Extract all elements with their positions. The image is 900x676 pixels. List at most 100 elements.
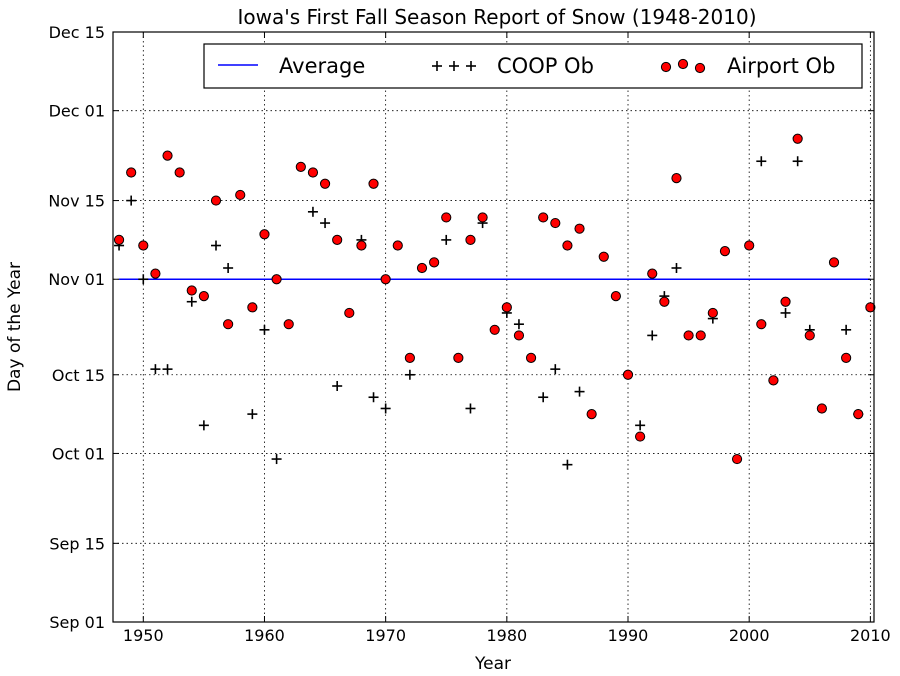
airport-point xyxy=(635,431,646,442)
legend-airport-label: Airport Ob xyxy=(727,54,835,78)
airport-point xyxy=(368,178,379,189)
coop-point xyxy=(150,364,161,375)
airport-point xyxy=(586,408,597,420)
x-tick-label: 1960 xyxy=(244,626,285,645)
airport-point xyxy=(259,229,270,240)
airport-point xyxy=(489,324,500,335)
legend-airport-markers xyxy=(660,58,706,74)
chart-title: Iowa's First Fall Season Report of Snow … xyxy=(237,5,756,29)
coop-point xyxy=(271,454,282,465)
coop-point xyxy=(441,234,452,245)
airport-point xyxy=(441,212,452,223)
airport-point xyxy=(719,246,731,257)
legend-airport-marker xyxy=(694,62,706,74)
coop-point xyxy=(538,392,549,403)
coop-point xyxy=(307,206,318,217)
airport-point xyxy=(816,403,827,414)
airport-point xyxy=(356,240,367,251)
coop-point xyxy=(368,392,379,403)
legend: Average COOP Ob Airport Ob xyxy=(203,43,863,89)
legend-coop-label: COOP Ob xyxy=(497,54,594,78)
coop-point xyxy=(635,420,646,431)
coop-point xyxy=(780,307,791,318)
airport-markers xyxy=(113,133,876,465)
airport-point xyxy=(671,172,682,184)
airport-point xyxy=(126,167,137,178)
airport-point xyxy=(610,290,621,302)
y-tick-label: Oct 15 xyxy=(52,366,105,385)
y-tick-label: Oct 01 xyxy=(52,444,105,463)
coop-point xyxy=(647,330,658,341)
airport-point xyxy=(404,352,415,364)
y-tick-label: Dec 15 xyxy=(49,23,105,42)
x-axis-label: Year xyxy=(474,654,511,674)
airport-point xyxy=(659,296,670,307)
x-tick-label: 1990 xyxy=(608,626,649,645)
airport-point xyxy=(453,352,464,364)
coop-point xyxy=(465,403,476,414)
airport-point xyxy=(707,307,718,319)
airport-point xyxy=(622,369,634,380)
airport-point xyxy=(344,307,355,319)
coop-point xyxy=(186,296,197,307)
x-tick-label: 1970 xyxy=(365,626,406,645)
y-tick-label: Nov 15 xyxy=(48,192,105,211)
coop-point xyxy=(841,324,852,335)
coop-point xyxy=(513,319,524,330)
legend-coop-marker xyxy=(449,61,459,71)
airport-point xyxy=(744,240,755,251)
airport-point xyxy=(550,217,561,229)
airport-point xyxy=(138,240,149,251)
x-tick-label: 2000 xyxy=(729,626,770,645)
legend-coop-marker xyxy=(432,61,442,71)
airport-point xyxy=(768,375,779,386)
airport-point xyxy=(319,178,331,189)
tick-layer: 1950 1960 1970 1980 1990 2000 2010 Sep 01 Sep 15… xyxy=(48,23,890,645)
y-tick-label: Dec 01 xyxy=(49,102,105,121)
airport-point xyxy=(525,352,537,364)
airport-point xyxy=(731,453,743,465)
coop-point xyxy=(550,364,561,375)
coop-point xyxy=(671,263,682,273)
airport-point xyxy=(828,257,840,268)
airport-point xyxy=(295,161,306,172)
y-axis-label: Day of the Year xyxy=(5,262,25,392)
airport-point xyxy=(465,234,476,246)
coop-point xyxy=(211,240,222,251)
airport-point xyxy=(853,408,864,420)
airport-point xyxy=(538,212,549,223)
legend-average-label: Average xyxy=(279,54,365,78)
coop-point xyxy=(562,459,573,470)
coop-point xyxy=(138,274,149,285)
airport-point xyxy=(865,302,876,313)
coop-point xyxy=(162,364,173,375)
coop-point xyxy=(223,263,234,273)
airport-point xyxy=(695,330,706,341)
airport-point xyxy=(501,302,512,313)
coop-point xyxy=(332,381,343,391)
coop-markers xyxy=(114,156,864,470)
airport-point xyxy=(792,133,803,144)
airport-point xyxy=(756,319,767,330)
coop-point xyxy=(404,369,415,380)
airport-point xyxy=(210,195,222,206)
airport-point xyxy=(780,296,791,307)
airport-point xyxy=(598,251,609,262)
airport-point xyxy=(307,167,319,178)
airport-point xyxy=(332,234,343,246)
airport-point xyxy=(513,330,525,341)
airport-point xyxy=(186,285,197,296)
airport-point xyxy=(271,274,282,285)
legend-coop-markers xyxy=(432,61,476,71)
airport-point xyxy=(841,352,852,364)
coop-point xyxy=(792,156,803,167)
legend-box xyxy=(203,43,863,89)
coop-point xyxy=(574,386,585,397)
airport-point xyxy=(162,150,173,161)
x-tick-label: 2010 xyxy=(850,626,891,645)
airport-point xyxy=(198,290,209,302)
coop-point xyxy=(320,218,331,229)
coop-point xyxy=(756,156,767,167)
